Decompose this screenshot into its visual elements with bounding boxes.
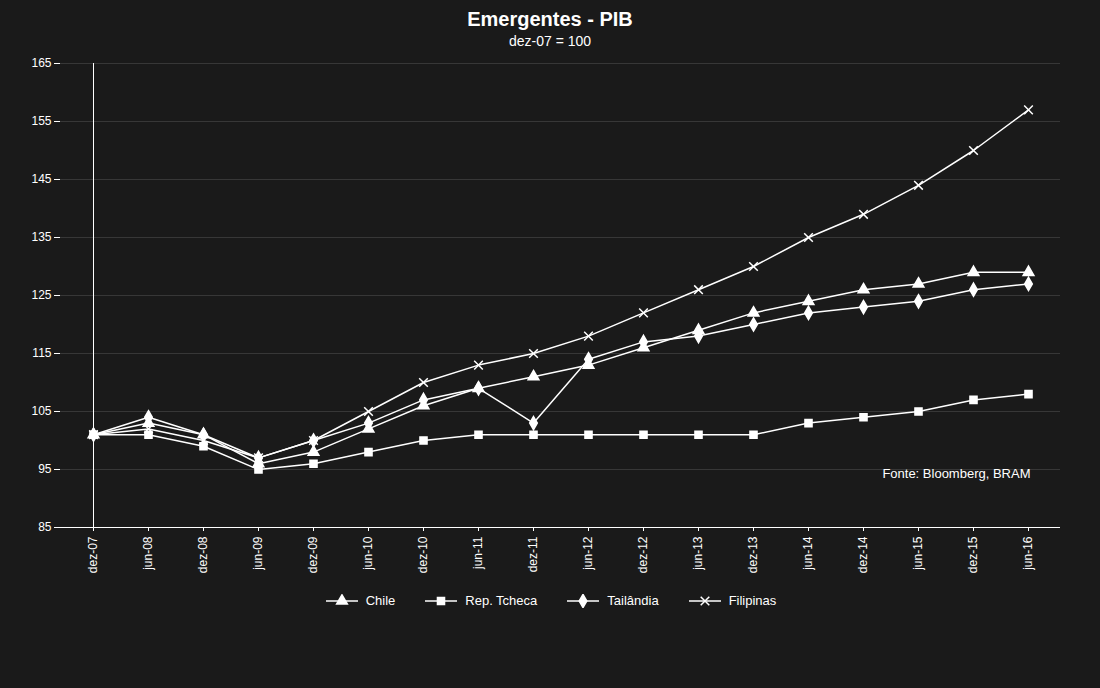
svg-text:dez-10: dez-10 [416, 536, 430, 573]
svg-text:dez-13: dez-13 [746, 536, 760, 573]
svg-text:95: 95 [38, 462, 52, 476]
svg-text:jun-08: jun-08 [141, 536, 155, 571]
svg-text:125: 125 [31, 288, 51, 302]
svg-text:jun-10: jun-10 [361, 536, 375, 571]
html-text:Tailândia: Tailândia [607, 593, 659, 608]
svg-text:Fonte: Bloomberg, BRAM: Fonte: Bloomberg, BRAM [882, 466, 1030, 481]
html-text:Filipinas: Filipinas [728, 593, 777, 608]
svg-text:jun-09: jun-09 [251, 536, 265, 571]
svg-text:165: 165 [31, 56, 51, 70]
svg-text:dez-07: dez-07 [86, 536, 100, 573]
svg-text:jun-12: jun-12 [581, 536, 595, 571]
svg-text:dez-11: dez-11 [526, 536, 540, 572]
svg-text:dez-15: dez-15 [966, 536, 980, 573]
svg-text:dez-14: dez-14 [856, 536, 870, 573]
html-text:Rep. Tcheca: Rep. Tcheca [465, 593, 538, 608]
svg-text:155: 155 [31, 114, 51, 128]
html-text:Chile: Chile [365, 593, 396, 608]
svg-text:135: 135 [31, 230, 51, 244]
svg-text:105: 105 [31, 404, 51, 418]
svg-text:dez-08: dez-08 [196, 536, 210, 573]
svg-text:115: 115 [32, 346, 51, 360]
svg-text:jun-14: jun-14 [801, 536, 815, 571]
svg-text:dez-12: dez-12 [636, 536, 650, 573]
svg-text:jun-15: jun-15 [911, 536, 925, 571]
svg-text:jun-11: jun-11 [471, 536, 485, 570]
html-text:Emergentes - PIB: Emergentes - PIB [467, 8, 633, 30]
html-text:dez-07 = 100: dez-07 = 100 [508, 33, 592, 49]
svg-text:dez-09: dez-09 [306, 536, 320, 573]
svg-text:jun-13: jun-13 [691, 536, 705, 571]
svg-text:jun-16: jun-16 [1021, 536, 1035, 571]
svg-text:145: 145 [31, 172, 51, 186]
svg-text:85: 85 [38, 520, 52, 534]
